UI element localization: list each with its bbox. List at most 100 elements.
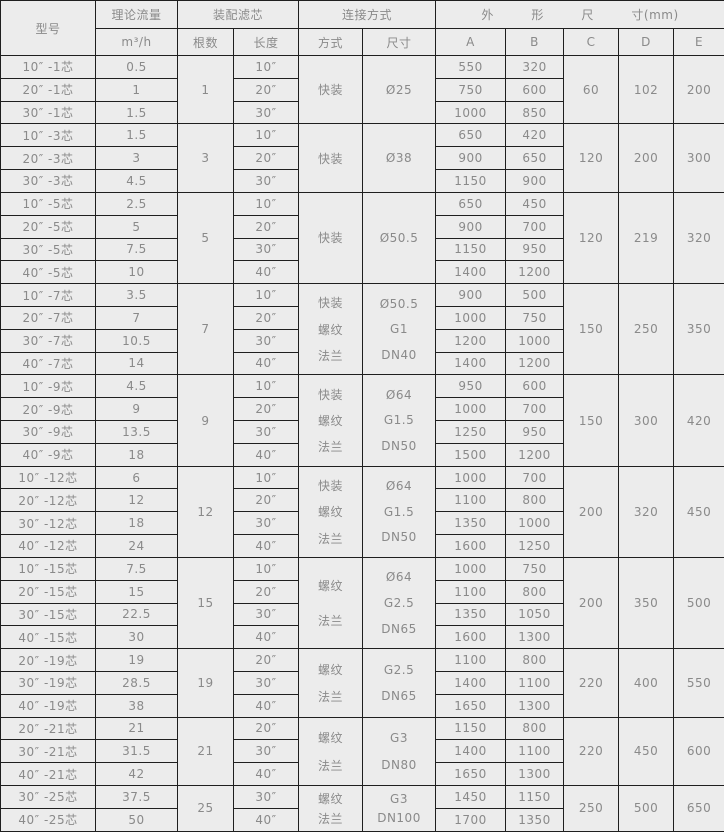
dim-b-cell: 700	[506, 466, 564, 489]
cartridge-count-cell: 9	[178, 375, 234, 466]
dim-a-cell: 750	[436, 78, 506, 101]
connection-method-cell-line: 螺纹	[318, 729, 343, 746]
flow-cell: 6	[96, 466, 178, 489]
table-header: 型号 理论流量 装配滤芯 连接方式 外 形 尺 寸(mm) m³/h 根数 长度…	[1, 1, 724, 56]
model-cell: 20″ -21芯	[1, 717, 96, 740]
flow-cell: 7.5	[96, 557, 178, 580]
connection-size-cell-line: DN65	[381, 689, 417, 703]
dim-d-cell: 450	[619, 717, 674, 785]
model-cell: 10″ -7芯	[1, 284, 96, 307]
flow-cell: 5	[96, 215, 178, 238]
cartridge-count-cell: 3	[178, 124, 234, 192]
length-cell: 40″	[234, 626, 299, 649]
dim-b-cell: 650	[506, 147, 564, 170]
dim-b-cell: 600	[506, 375, 564, 398]
flow-cell: 1.5	[96, 124, 178, 147]
flow-cell: 2.5	[96, 192, 178, 215]
dim-a-cell: 1450	[436, 786, 506, 809]
flow-cell: 0.5	[96, 56, 178, 79]
dim-e-cell: 650	[674, 786, 724, 832]
dim-a-cell: 650	[436, 192, 506, 215]
dim-d-cell: 320	[619, 466, 674, 557]
dim-a-cell: 1350	[436, 603, 506, 626]
dim-a-cell: 1000	[436, 306, 506, 329]
model-cell: 40″ -7芯	[1, 352, 96, 375]
length-cell: 20″	[234, 717, 299, 740]
length-cell: 30″	[234, 603, 299, 626]
connection-method-cell-line: 快装	[318, 294, 343, 311]
dim-c-cell: 150	[564, 375, 619, 466]
dim-a-cell: 1150	[436, 170, 506, 193]
dim-b-cell: 1300	[506, 626, 564, 649]
connection-size-cell-line: DN80	[381, 758, 417, 772]
connection-method-cell: 快装	[299, 192, 363, 283]
dim-e-cell: 550	[674, 649, 724, 717]
dim-b-cell: 450	[506, 192, 564, 215]
connection-method-cell-line: 螺纹	[318, 503, 343, 520]
connection-method-cell: 螺纹法兰	[299, 717, 363, 785]
model-cell: 10″ -3芯	[1, 124, 96, 147]
dim-c-cell: 60	[564, 56, 619, 124]
flow-cell: 14	[96, 352, 178, 375]
connection-method-cell-line: 螺纹	[318, 577, 343, 594]
length-cell: 30″	[234, 421, 299, 444]
dim-c-cell: 120	[564, 192, 619, 283]
length-cell: 40″	[234, 443, 299, 466]
flow-cell: 18	[96, 443, 178, 466]
header-dim-d: D	[619, 29, 674, 56]
dim-b-cell: 850	[506, 101, 564, 124]
dim-e-cell: 420	[674, 375, 724, 466]
length-cell: 40″	[234, 694, 299, 717]
dim-a-cell: 1650	[436, 763, 506, 786]
connection-size-cell-line: Ø64	[386, 479, 412, 493]
model-cell: 20″ -5芯	[1, 215, 96, 238]
length-cell: 20″	[234, 306, 299, 329]
model-cell: 40″ -25芯	[1, 808, 96, 831]
model-cell: 20″ -12芯	[1, 489, 96, 512]
dim-b-cell: 1200	[506, 443, 564, 466]
header-flow-unit: m³/h	[96, 29, 178, 56]
flow-cell: 4.5	[96, 170, 178, 193]
dim-c-cell: 200	[564, 557, 619, 648]
length-cell: 20″	[234, 78, 299, 101]
dim-d-cell: 102	[619, 56, 674, 124]
dim-a-cell: 650	[436, 124, 506, 147]
model-cell: 40″ -15芯	[1, 626, 96, 649]
dim-b-cell: 1200	[506, 261, 564, 284]
dim-d-cell: 400	[619, 649, 674, 717]
header-dim-e: E	[674, 29, 724, 56]
dim-e-cell: 320	[674, 192, 724, 283]
dim-b-cell: 800	[506, 649, 564, 672]
dim-a-cell: 1700	[436, 808, 506, 831]
dim-c-cell: 250	[564, 786, 619, 832]
dim-b-cell: 800	[506, 717, 564, 740]
dim-a-cell: 1000	[436, 557, 506, 580]
connection-size-cell-line: DN40	[381, 348, 417, 362]
flow-cell: 31.5	[96, 740, 178, 763]
connection-size-cell-line: Ø25	[386, 83, 412, 97]
cartridge-count-cell: 5	[178, 192, 234, 283]
dim-b-cell: 750	[506, 306, 564, 329]
dim-b-cell: 1000	[506, 512, 564, 535]
connection-size-cell: Ø38	[363, 124, 436, 192]
connection-method-cell-line: 快装	[318, 386, 343, 403]
header-cartridge-count: 根数	[178, 29, 234, 56]
dim-d-cell: 219	[619, 192, 674, 283]
header-connection-method: 方式	[299, 29, 363, 56]
length-cell: 30″	[234, 170, 299, 193]
connection-method-cell-line: 螺纹	[318, 790, 343, 807]
model-cell: 40″ -5芯	[1, 261, 96, 284]
model-cell: 20″ -1芯	[1, 78, 96, 101]
connection-method-cell-line: 快装	[318, 150, 343, 167]
model-cell: 40″ -21芯	[1, 763, 96, 786]
flow-cell: 24	[96, 535, 178, 558]
dim-a-cell: 1100	[436, 489, 506, 512]
connection-size-cell-line: Ø64	[386, 388, 412, 402]
dim-b-cell: 1200	[506, 352, 564, 375]
